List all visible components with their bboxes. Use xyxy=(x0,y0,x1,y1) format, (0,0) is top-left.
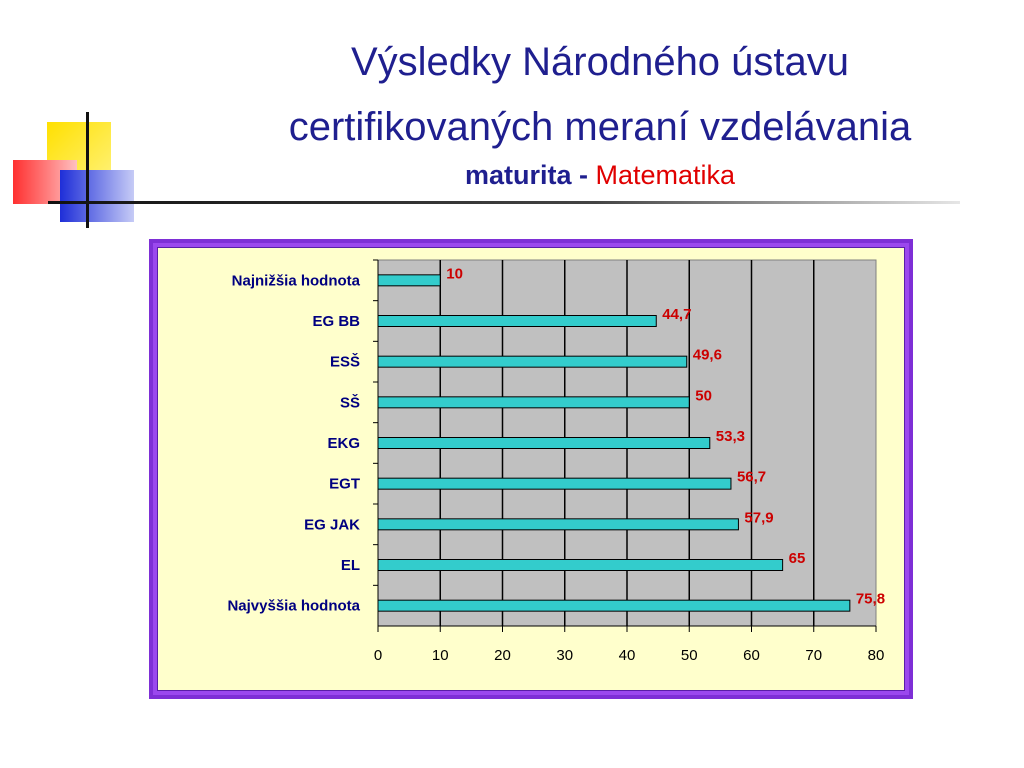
category-label: Najvyššia hodnota xyxy=(227,598,360,615)
bar xyxy=(377,518,739,531)
decor-vertical-line xyxy=(86,112,89,228)
bar xyxy=(377,396,690,409)
subtitle-exam: maturita xyxy=(464,160,572,190)
x-tick-label: 70 xyxy=(805,647,822,664)
category-label: EGT xyxy=(329,476,360,493)
decor-horizontal-line xyxy=(48,201,960,204)
data-label: 57,9 xyxy=(744,509,773,526)
page-title-line1: Výsledky Národného ústavu xyxy=(350,40,850,84)
bar xyxy=(377,599,851,612)
category-label: SŠ xyxy=(340,393,360,411)
page-subtitle: maturita - Matematika xyxy=(200,160,1000,191)
x-tick-label: 50 xyxy=(681,647,698,664)
x-tick-label: 40 xyxy=(619,647,636,664)
data-label: 50 xyxy=(695,387,712,404)
x-tick-label: 30 xyxy=(556,647,573,664)
bar xyxy=(377,477,732,490)
data-label: 56,7 xyxy=(737,469,766,486)
data-label: 10 xyxy=(446,265,463,282)
bar xyxy=(377,559,784,571)
data-label: 65 xyxy=(789,550,806,567)
data-label: 44,7 xyxy=(662,306,691,323)
data-label: 49,6 xyxy=(693,347,722,364)
bar xyxy=(377,437,711,449)
category-label: EL xyxy=(341,557,360,574)
data-label: 75,8 xyxy=(856,591,885,608)
x-tick-label: 0 xyxy=(374,647,382,664)
category-label: Najnižšia hodnota xyxy=(232,272,361,289)
x-tick-label: 80 xyxy=(868,647,885,664)
x-tick-label: 10 xyxy=(432,647,449,664)
category-label: EKG xyxy=(327,435,360,452)
bar xyxy=(377,355,688,368)
x-tick-label: 20 xyxy=(494,647,511,664)
subtitle-separator: - xyxy=(571,160,596,190)
category-label: EG BB xyxy=(312,313,360,330)
bar xyxy=(377,274,441,287)
bar-chart: 0 10 20 30 40 50 60 70 80 Najnižšia hodnota 10 EG B… xyxy=(227,259,885,664)
page-title-line2: certifikovaných meraní vzdelávania xyxy=(288,105,912,149)
data-label: 53,3 xyxy=(716,428,745,445)
decor-blue-square xyxy=(60,170,134,222)
category-label: ESŠ xyxy=(330,353,360,371)
bar xyxy=(377,315,657,327)
subtitle-subject: Matematika xyxy=(595,160,736,190)
x-tick-label: 60 xyxy=(743,647,760,664)
category-label: EG JAK xyxy=(304,516,360,533)
